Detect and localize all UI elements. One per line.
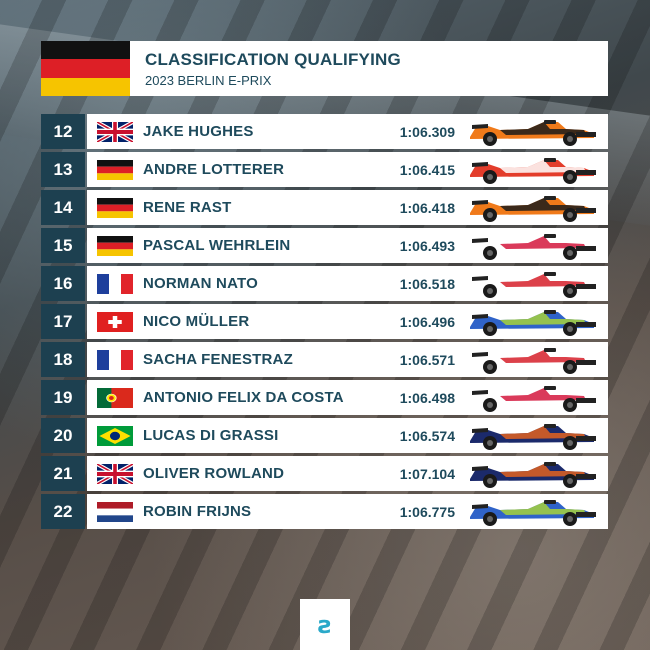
- page-title: CLASSIFICATION QUALIFYING: [145, 49, 401, 69]
- driver-name: NICO MÜLLER: [143, 313, 250, 330]
- lap-time: 1:06.493: [399, 237, 455, 254]
- position-number: 21: [41, 456, 85, 491]
- logo-mark: ƨ: [317, 610, 333, 639]
- driver-cell: ROBIN FRIJNS 1:06.775: [87, 494, 608, 529]
- driver-name: NORMAN NATO: [143, 275, 258, 292]
- result-row: 19 ANTONIO FELIX DA COSTA 1:06.498: [41, 380, 608, 415]
- result-row: 21 OLIVER ROWLAND 1:07.104: [41, 456, 608, 491]
- driver-cell: ANDRE LOTTERER 1:06.415: [87, 152, 608, 187]
- driver-cell: PASCAL WEHRLEIN 1:06.493: [87, 228, 608, 263]
- position-number: 22: [41, 494, 85, 529]
- brazil-flag-icon: [97, 425, 133, 446]
- position-number: 12: [41, 114, 85, 149]
- mahindra-car-icon: [466, 459, 598, 489]
- result-row: 17 NICO MÜLLER 1:06.496: [41, 304, 608, 339]
- formula-e-logo: ƨ: [300, 599, 350, 650]
- position-number: 19: [41, 380, 85, 415]
- driver-name: SACHA FENESTRAZ: [143, 351, 293, 368]
- position-number: 15: [41, 228, 85, 263]
- driver-cell: RENE RAST 1:06.418: [87, 190, 608, 225]
- lap-time: 1:06.309: [399, 123, 455, 140]
- driver-name: ROBIN FRIJNS: [143, 503, 252, 520]
- lap-time: 1:06.496: [399, 313, 455, 330]
- abt-car-icon: [466, 497, 598, 527]
- porsche-car-icon: [466, 155, 598, 185]
- nissan-car-icon: [466, 345, 598, 375]
- driver-cell: SACHA FENESTRAZ 1:06.571: [87, 342, 608, 377]
- abt-car-icon: [466, 307, 598, 337]
- lap-time: 1:06.415: [399, 161, 455, 178]
- result-row: 20 LUCAS DI GRASSI 1:06.574: [41, 418, 608, 453]
- result-row: 22 ROBIN FRIJNS 1:06.775: [41, 494, 608, 529]
- page-subtitle: 2023 BERLIN E-PRIX: [145, 72, 272, 88]
- germany-flag-icon: [41, 41, 130, 96]
- driver-name: ANDRE LOTTERER: [143, 161, 285, 178]
- header-text: CLASSIFICATION QUALIFYING 2023 BERLIN E-…: [130, 41, 608, 96]
- germany-flag-icon: [97, 197, 133, 218]
- driver-name: OLIVER ROWLAND: [143, 465, 285, 482]
- lap-time: 1:07.104: [399, 465, 455, 482]
- lap-time: 1:06.574: [399, 427, 455, 444]
- mclaren-car-icon: [466, 193, 598, 223]
- germany-flag-icon: [97, 235, 133, 256]
- france-flag-icon: [97, 349, 133, 370]
- driver-name: RENE RAST: [143, 199, 232, 216]
- driver-cell: LUCAS DI GRASSI 1:06.574: [87, 418, 608, 453]
- driver-cell: NORMAN NATO 1:06.518: [87, 266, 608, 301]
- result-row: 16 NORMAN NATO 1:06.518: [41, 266, 608, 301]
- driver-name: PASCAL WEHRLEIN: [143, 237, 291, 254]
- porsche-car-icon: [466, 231, 598, 261]
- lap-time: 1:06.498: [399, 389, 455, 406]
- driver-cell: OLIVER ROWLAND 1:07.104: [87, 456, 608, 491]
- lap-time: 1:06.418: [399, 199, 455, 216]
- france-flag-icon: [97, 273, 133, 294]
- result-row: 18 SACHA FENESTRAZ 1:06.571: [41, 342, 608, 377]
- lap-time: 1:06.775: [399, 503, 455, 520]
- switzerland-flag-icon: [97, 311, 133, 332]
- position-number: 20: [41, 418, 85, 453]
- position-number: 13: [41, 152, 85, 187]
- porsche-car-icon: [466, 383, 598, 413]
- results-list: 12 JAKE HUGHES 1:06.309 13 ANDRE LOTTERER 1:0…: [41, 114, 608, 532]
- result-row: 12 JAKE HUGHES 1:06.309: [41, 114, 608, 149]
- driver-name: JAKE HUGHES: [143, 123, 254, 140]
- driver-name: ANTONIO FELIX DA COSTA: [143, 389, 344, 406]
- result-row: 14 RENE RAST 1:06.418: [41, 190, 608, 225]
- mahindra-car-icon: [466, 421, 598, 451]
- driver-cell: NICO MÜLLER 1:06.496: [87, 304, 608, 339]
- result-row: 15 PASCAL WEHRLEIN 1:06.493: [41, 228, 608, 263]
- driver-name: LUCAS DI GRASSI: [143, 427, 279, 444]
- portugal-flag-icon: [97, 387, 133, 408]
- header: CLASSIFICATION QUALIFYING 2023 BERLIN E-…: [41, 41, 608, 96]
- result-row: 13 ANDRE LOTTERER 1:06.415: [41, 152, 608, 187]
- driver-cell: JAKE HUGHES 1:06.309: [87, 114, 608, 149]
- uk-flag-icon: [97, 463, 133, 484]
- mclaren-car-icon: [466, 117, 598, 147]
- lap-time: 1:06.518: [399, 275, 455, 292]
- position-number: 18: [41, 342, 85, 377]
- position-number: 16: [41, 266, 85, 301]
- netherlands-flag-icon: [97, 501, 133, 522]
- lap-time: 1:06.571: [399, 351, 455, 368]
- position-number: 17: [41, 304, 85, 339]
- driver-cell: ANTONIO FELIX DA COSTA 1:06.498: [87, 380, 608, 415]
- position-number: 14: [41, 190, 85, 225]
- nissan-car-icon: [466, 269, 598, 299]
- uk-flag-icon: [97, 121, 133, 142]
- germany-flag-icon: [97, 159, 133, 180]
